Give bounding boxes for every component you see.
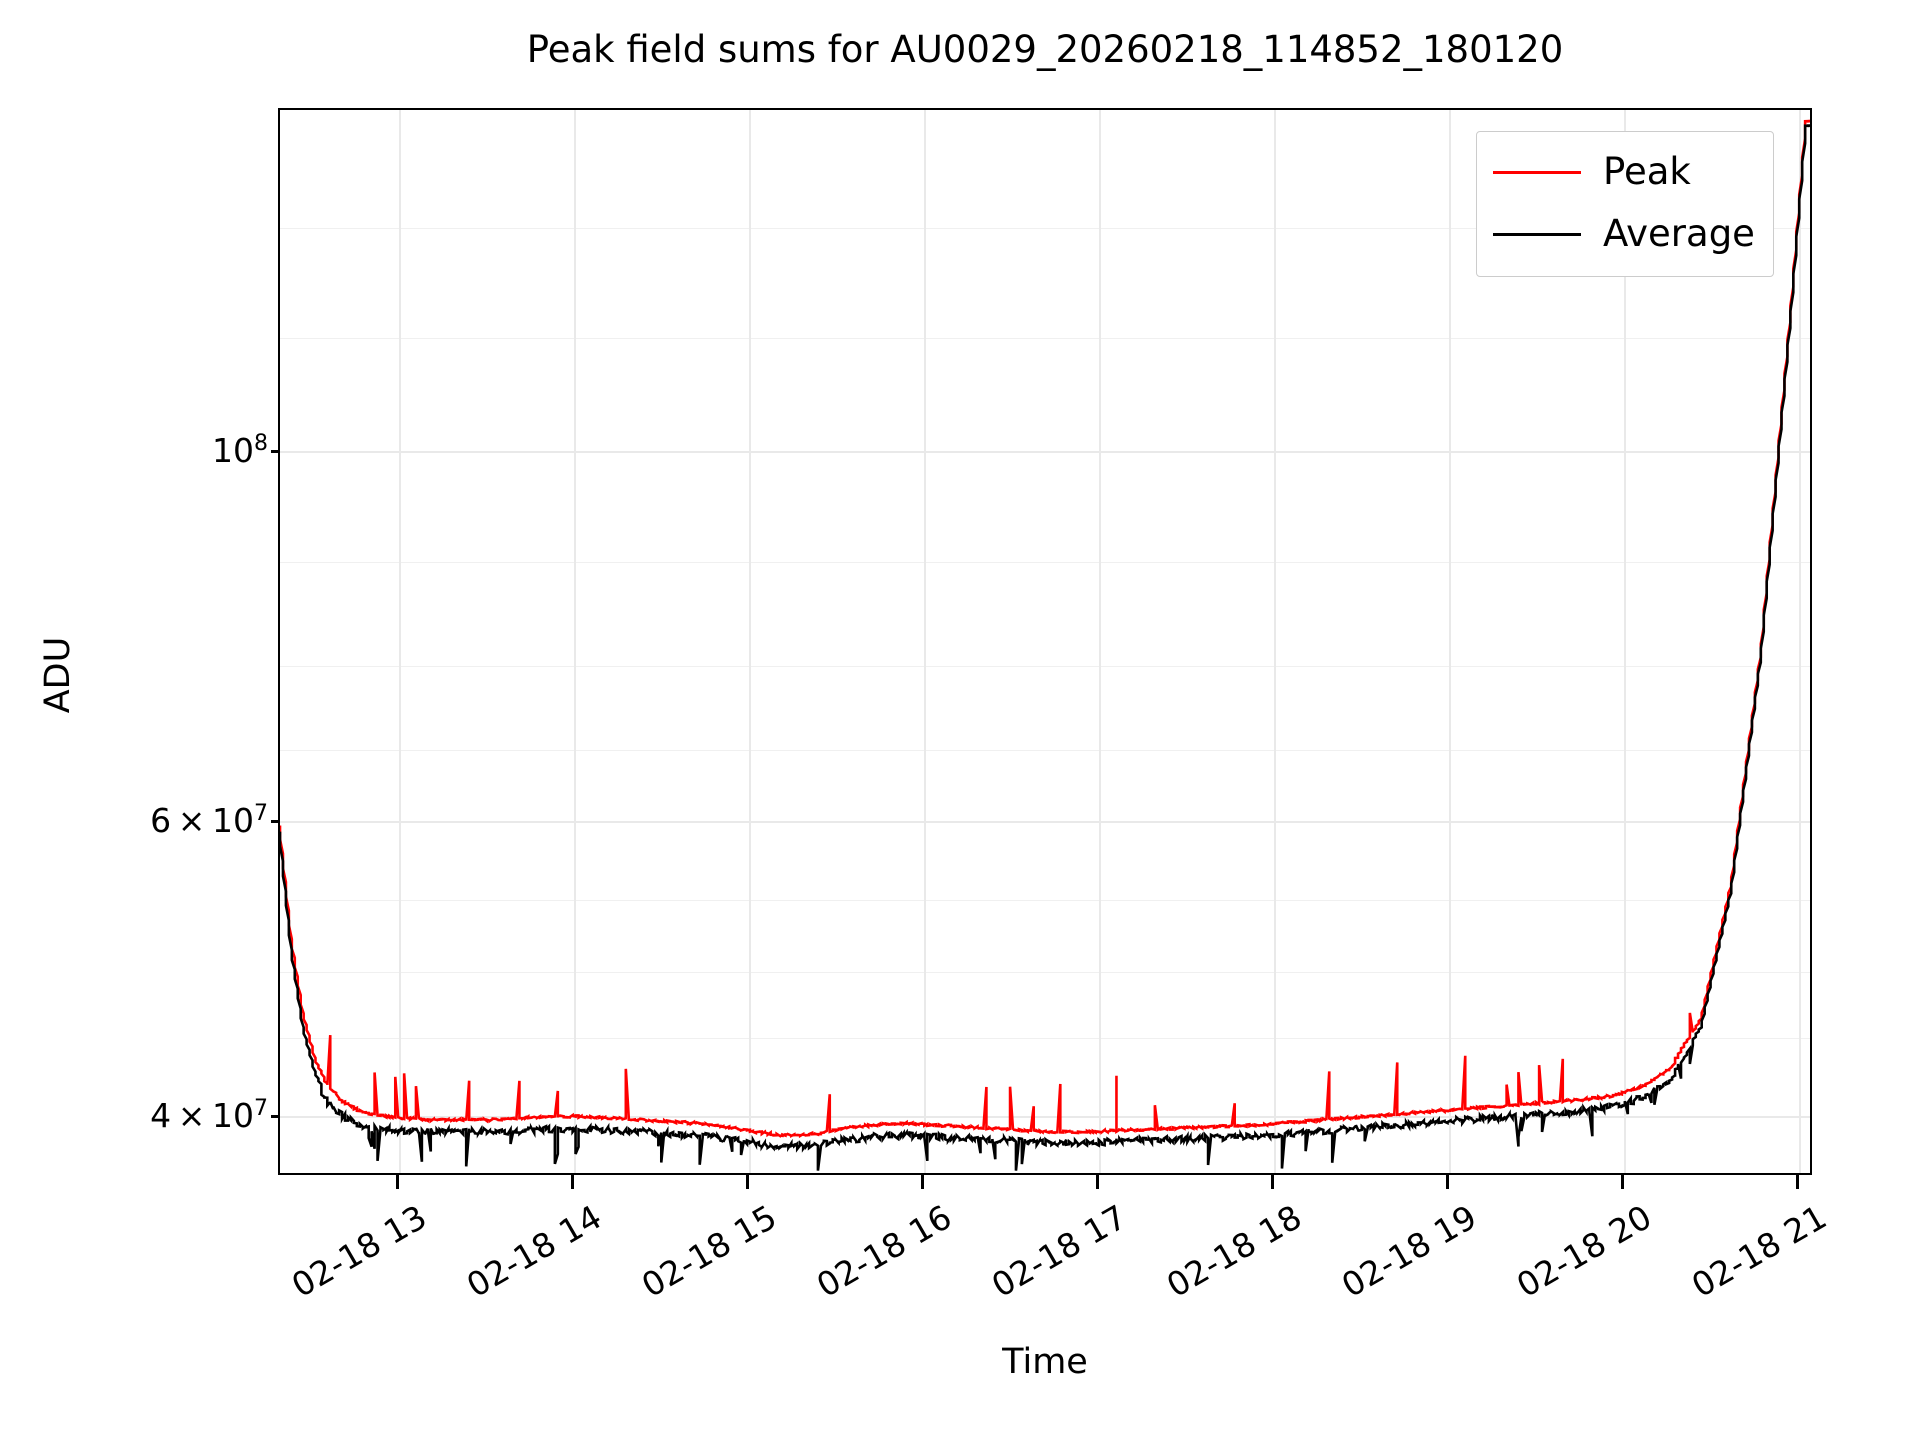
x-axis-tick — [746, 1175, 749, 1189]
legend-entry-peak: Peak — [1493, 141, 1755, 203]
legend-swatch-average — [1493, 232, 1581, 236]
x-tick-label: 02-18 21 — [1685, 1197, 1833, 1306]
gridline-horizontal — [280, 451, 1810, 453]
gridline-vertical — [1799, 110, 1801, 1173]
data-lines — [280, 119, 1810, 1171]
x-axis-tick — [1621, 1175, 1624, 1189]
gridline-horizontal — [280, 821, 1810, 823]
gridline-horizontal-minor — [280, 972, 1810, 973]
plot-area — [278, 108, 1812, 1175]
gridline-horizontal-minor — [280, 750, 1810, 751]
gridline-horizontal-minor — [280, 900, 1810, 901]
x-axis-tick — [921, 1175, 924, 1189]
gridline-horizontal-minor — [280, 1038, 1810, 1039]
legend: Peak Average — [1476, 131, 1774, 277]
gridline-vertical — [399, 110, 401, 1173]
x-tick-label: 02-18 17 — [985, 1197, 1133, 1306]
gridline-vertical — [1449, 110, 1451, 1173]
y-tick-label: 6 × 107 — [150, 802, 268, 840]
y-axis-label: ADU — [38, 636, 78, 714]
gridline-horizontal-minor — [280, 562, 1810, 563]
page-title: Peak field sums for AU0029_20260218_1148… — [526, 28, 1564, 71]
y-tick-label-text: 6 × 107 — [150, 801, 268, 840]
gridline-vertical — [1624, 110, 1626, 1173]
x-axis-tick — [396, 1175, 399, 1189]
legend-label-peak: Peak — [1603, 150, 1691, 193]
gridline-horizontal-minor — [280, 228, 1810, 229]
gridline-horizontal-minor — [280, 666, 1810, 667]
series-peak-line — [280, 119, 1810, 1139]
gridline-horizontal-minor — [280, 338, 1810, 339]
x-axis-tick — [1796, 1175, 1799, 1189]
x-axis-tick — [1271, 1175, 1274, 1189]
x-tick-label: 02-18 13 — [285, 1197, 433, 1306]
x-tick-label: 02-18 19 — [1335, 1197, 1483, 1306]
x-tick-label: 02-18 15 — [635, 1197, 783, 1306]
legend-swatch-peak — [1493, 170, 1581, 174]
gridline-vertical — [924, 110, 926, 1173]
x-tick-label: 02-18 18 — [1160, 1197, 1308, 1306]
x-tick-label: 02-18 20 — [1510, 1197, 1658, 1306]
gridline-vertical — [574, 110, 576, 1173]
x-axis-tick — [1446, 1175, 1449, 1189]
y-tick-label-text: 108 — [212, 431, 268, 470]
gridline-vertical — [749, 110, 751, 1173]
y-tick-label: 108 — [212, 432, 268, 470]
y-tick-label-text: 4 × 107 — [150, 1096, 268, 1135]
y-tick-label: 4 × 107 — [150, 1097, 268, 1135]
legend-entry-average: Average — [1493, 203, 1755, 265]
x-tick-label: 02-18 16 — [810, 1197, 958, 1306]
gridline-horizontal — [280, 1116, 1810, 1118]
x-tick-label: 02-18 14 — [460, 1197, 608, 1306]
x-axis-tick — [571, 1175, 574, 1189]
x-axis-label: Time — [1002, 1342, 1088, 1382]
gridline-vertical — [1099, 110, 1101, 1173]
legend-label-average: Average — [1603, 212, 1755, 255]
gridline-vertical — [1274, 110, 1276, 1173]
series-average-line — [280, 124, 1810, 1171]
x-axis-tick — [1096, 1175, 1099, 1189]
